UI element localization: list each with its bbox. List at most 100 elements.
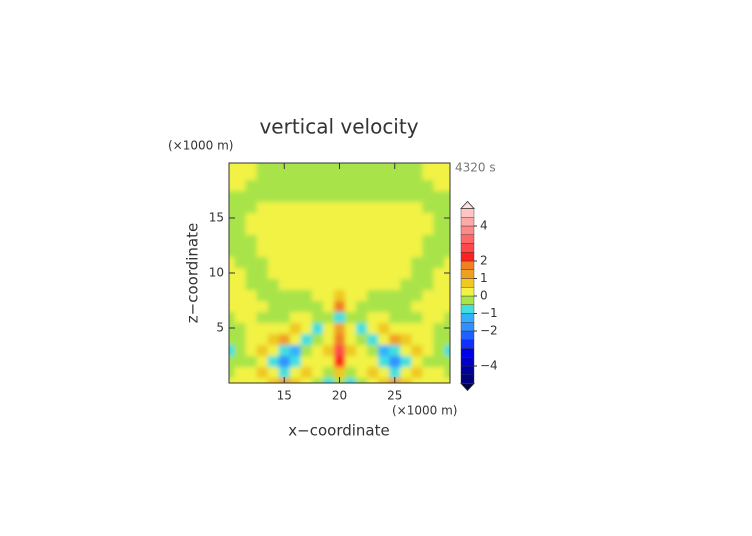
field-cell [345, 168, 357, 181]
field-cell [300, 377, 313, 383]
field-cell [356, 168, 368, 181]
field-cell [311, 256, 324, 269]
field-cell [267, 344, 280, 357]
field-cell [378, 311, 390, 324]
field-cell [229, 163, 236, 170]
field-cell [389, 355, 401, 368]
field-cell [267, 333, 280, 346]
field-cell [300, 344, 313, 357]
field-cell [300, 322, 313, 335]
field-cell [300, 355, 313, 368]
field-cell [229, 355, 236, 368]
field-cell [400, 333, 412, 346]
field-cell [378, 163, 390, 170]
field-cell [411, 333, 423, 346]
field-cell [278, 179, 291, 192]
field-cell [433, 223, 446, 236]
field-cell [289, 267, 302, 280]
field-cell [356, 278, 368, 291]
field-cell [278, 300, 291, 313]
field-cell [400, 355, 412, 368]
field [229, 163, 450, 383]
field-cell [311, 344, 324, 357]
field-cell [300, 278, 313, 291]
field-cell [400, 212, 412, 225]
field-cell [300, 289, 313, 302]
field-cell [234, 300, 247, 313]
field-cell [389, 201, 401, 214]
field-cell [356, 377, 368, 383]
field-cell [300, 223, 313, 236]
field-cell [245, 245, 258, 258]
field-cell [433, 212, 446, 225]
field-cell [333, 190, 346, 203]
colorbar-band [460, 287, 475, 297]
field-cell [234, 201, 247, 214]
field-cell [411, 179, 423, 192]
field-cell [345, 355, 357, 368]
field-cell [234, 190, 247, 203]
field-cell [245, 179, 258, 192]
field-cell [333, 201, 346, 214]
field-cell [333, 366, 346, 379]
colorbar-tick-label: 1 [480, 271, 488, 285]
field-cell [411, 300, 423, 313]
field-cell [311, 366, 324, 379]
field-cell [300, 168, 313, 181]
field-cell [411, 190, 423, 203]
field-cell [378, 300, 390, 313]
field-cell [245, 333, 258, 346]
field-cell [300, 311, 313, 324]
field-cell [411, 245, 423, 258]
field-cell [229, 223, 236, 236]
field-cell [433, 300, 446, 313]
field-cell [444, 201, 450, 214]
field-cell [256, 333, 269, 346]
field-cell [300, 201, 313, 214]
field-cell [234, 355, 247, 368]
field-cell [389, 333, 401, 346]
field-cell [345, 311, 357, 324]
field-cell [289, 234, 302, 247]
field-cell [400, 245, 412, 258]
field-cell [367, 190, 379, 203]
field-cell [389, 300, 401, 313]
field-cell [356, 289, 368, 302]
field-cell [422, 223, 435, 236]
field-cell [289, 190, 302, 203]
field-cell [411, 201, 423, 214]
field-cell [234, 311, 247, 324]
field-cell [356, 201, 368, 214]
field-cell [245, 311, 258, 324]
field-cell [229, 366, 236, 379]
field-cell [322, 377, 335, 383]
field-cell [356, 344, 368, 357]
field-cell [256, 344, 269, 357]
field-cell [356, 212, 368, 225]
field-cell [422, 289, 435, 302]
field-cell [267, 377, 280, 383]
field-cell [356, 223, 368, 236]
field-cell [444, 344, 450, 357]
colorbar-band [460, 243, 475, 253]
field-cell [356, 179, 368, 192]
field-cell [411, 168, 423, 181]
field-cell [378, 377, 390, 383]
colorbar-band [460, 365, 475, 375]
field-cell [256, 278, 269, 291]
field-cell [311, 223, 324, 236]
field-cell [345, 245, 357, 258]
field-cell [245, 168, 258, 181]
field-cell [322, 300, 335, 313]
field-cell [300, 212, 313, 225]
field-cell [378, 333, 390, 346]
field-cell [367, 223, 379, 236]
field-cell [245, 355, 258, 368]
field-cell [234, 278, 247, 291]
field-cell [322, 245, 335, 258]
field-cell [356, 311, 368, 324]
field-cell [267, 322, 280, 335]
field-cell [389, 179, 401, 192]
field-cell [234, 377, 247, 383]
